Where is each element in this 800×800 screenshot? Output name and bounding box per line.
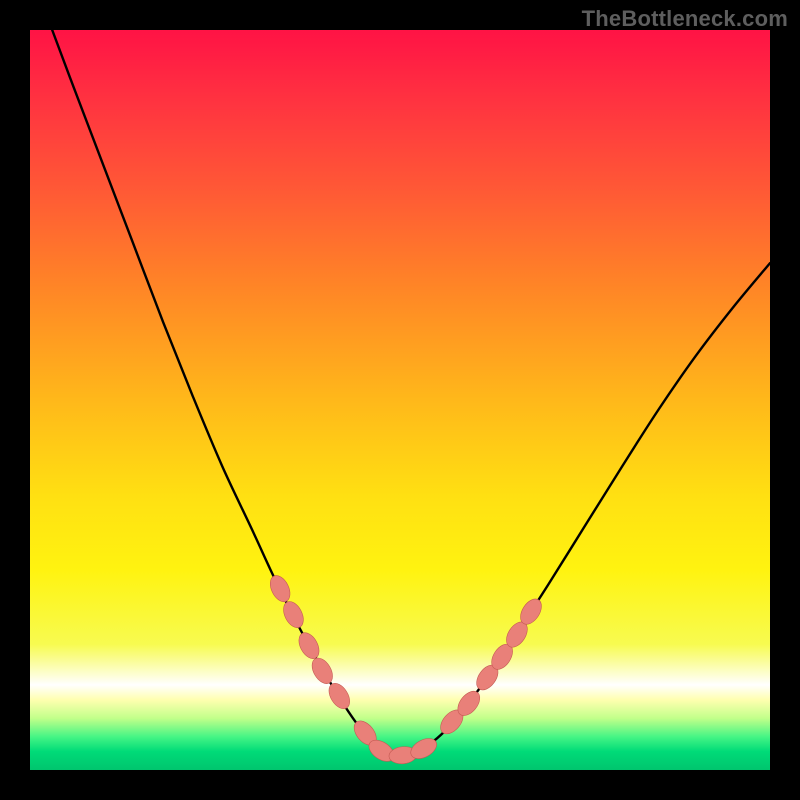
plot-area <box>30 30 770 770</box>
chart-frame: TheBottleneck.com <box>0 0 800 800</box>
watermark-text: TheBottleneck.com <box>582 6 788 32</box>
chart-svg <box>30 30 770 770</box>
